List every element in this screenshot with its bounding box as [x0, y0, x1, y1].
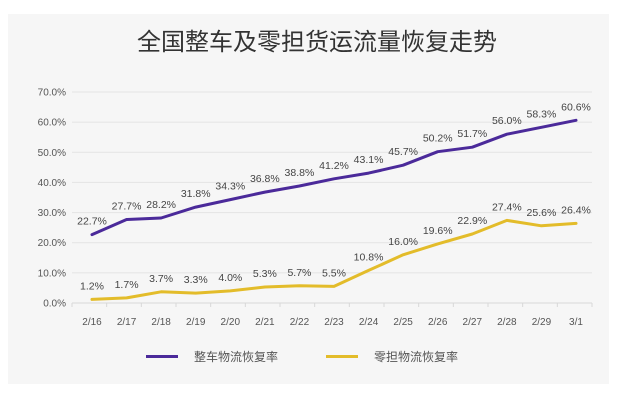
- legend-line-swatch: [326, 354, 358, 358]
- data-label: 41.2%: [319, 160, 349, 172]
- data-label: 25.6%: [527, 207, 557, 219]
- y-tick-label: 50.0%: [38, 148, 66, 159]
- legend-line-swatch: [146, 354, 178, 358]
- data-label: 3.3%: [184, 274, 208, 286]
- x-tick-label: 2/29: [532, 317, 552, 328]
- data-label: 58.3%: [527, 108, 557, 120]
- x-tick-label: 2/19: [186, 317, 206, 328]
- series-line-0: [90, 118, 578, 237]
- data-label: 22.7%: [77, 216, 107, 228]
- y-tick-label: 0.0%: [43, 299, 66, 310]
- data-label: 34.3%: [215, 181, 245, 193]
- data-label: 16.0%: [388, 236, 418, 248]
- y-tick-label: 60.0%: [38, 118, 66, 129]
- x-tick-label: 2/21: [255, 317, 275, 328]
- gridlines: [71, 91, 593, 307]
- x-tick-label: 2/28: [497, 317, 517, 328]
- data-label: 19.6%: [423, 225, 453, 237]
- data-label: 38.8%: [285, 167, 315, 179]
- x-tick-label: 2/18: [151, 317, 171, 328]
- data-label: 31.8%: [181, 188, 211, 200]
- y-tick-label: 70.0%: [38, 88, 66, 99]
- data-label: 60.6%: [561, 101, 591, 113]
- x-tick-label: 2/27: [463, 317, 483, 328]
- y-tick-label: 20.0%: [38, 238, 66, 249]
- y-axis-ticks: 0.0% 10.0% 20.0% 30.0% 40.0% 50.0% 60.0% 70.0%: [38, 88, 66, 310]
- x-tick-label: 2/16: [82, 317, 102, 328]
- data-label: 1.2%: [80, 280, 104, 292]
- data-labels: 22.7% 27.7% 28.2% 31.8% 34.3% 36.8% 38.8% 41.2%…: [77, 101, 591, 292]
- legend-item-ltl[interactable]: 零担物流恢复率: [326, 346, 458, 366]
- data-label: 56.0%: [492, 115, 522, 127]
- data-label: 5.5%: [322, 267, 346, 279]
- data-label: 1.7%: [115, 279, 139, 291]
- y-tick-label: 40.0%: [38, 178, 66, 189]
- data-label: 4.0%: [218, 272, 242, 284]
- x-tick-label: 2/22: [290, 317, 310, 328]
- data-label: 43.1%: [354, 154, 384, 166]
- y-tick-label: 30.0%: [38, 208, 66, 219]
- data-label: 51.7%: [457, 128, 487, 140]
- data-label: 27.4%: [492, 201, 522, 213]
- x-tick-label: 2/26: [428, 317, 448, 328]
- legend-label: 零担物流恢复率: [374, 349, 459, 364]
- data-label: 10.8%: [354, 251, 384, 263]
- chart-title: 全国整车及零担货运流量恢复走势: [137, 28, 497, 56]
- y-tick-label: 10.0%: [38, 268, 66, 279]
- series-line-1: [90, 218, 578, 301]
- legend: 整车物流恢复率 零担物流恢复率: [0, 346, 634, 366]
- x-tick-label: 2/24: [359, 317, 379, 328]
- x-axis-ticks: 2/16 2/17 2/18 2/19 2/20 2/21 2/22 2/23 2/24 2/25…: [82, 317, 583, 328]
- data-label: 45.7%: [388, 146, 418, 158]
- series-lines: [90, 118, 578, 301]
- x-tick-label: 3/1: [569, 317, 583, 328]
- x-tick-label: 2/17: [117, 317, 137, 328]
- legend-label: 整车物流恢复率: [194, 349, 279, 364]
- data-label: 3.7%: [149, 273, 173, 285]
- data-label: 27.7%: [112, 201, 142, 213]
- legend-item-whole-vehicle[interactable]: 整车物流恢复率: [146, 346, 278, 366]
- data-label: 36.8%: [250, 173, 280, 185]
- data-label: 28.2%: [146, 199, 176, 211]
- data-label: 50.2%: [423, 133, 453, 145]
- data-label: 22.9%: [457, 215, 487, 227]
- x-tick-label: 2/20: [221, 317, 241, 328]
- x-tick-label: 2/25: [393, 317, 413, 328]
- chart-panel: [8, 14, 609, 384]
- data-label: 5.7%: [287, 267, 311, 279]
- x-tick-label: 2/23: [324, 317, 344, 328]
- data-label: 26.4%: [561, 204, 591, 216]
- data-label: 5.3%: [253, 268, 277, 280]
